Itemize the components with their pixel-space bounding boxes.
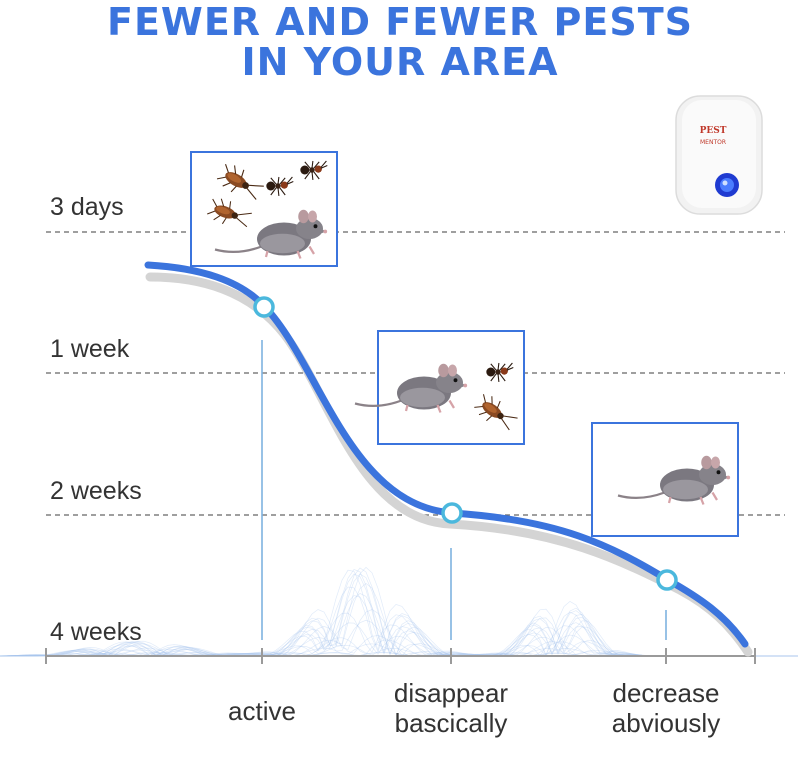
- data-point-active: [253, 296, 275, 318]
- device-sub: MENTOR: [700, 139, 726, 146]
- pest-repeller-device: PEST MENTOR: [675, 95, 763, 215]
- illustration-box-fewer-pests: [353, 330, 525, 445]
- y-tick-label-2-weeks: 2 weeks: [50, 477, 142, 505]
- x-tick-label-bascically: bascically: [395, 708, 508, 738]
- x-axis-ticks: [45, 648, 756, 664]
- x-tick-label-disappear: disappear: [394, 678, 509, 708]
- x-tick-label-decrease: decrease: [613, 678, 720, 708]
- data-point-disappear: [441, 502, 463, 524]
- chart-title-line-2: IN YOUR AREA: [241, 40, 559, 84]
- x-tick-label-abviously: abviously: [612, 708, 720, 738]
- illustration-box-rat-only: [591, 422, 739, 537]
- x-tick-label-active: active: [228, 696, 296, 726]
- illustration-box-many-pests: [190, 151, 338, 267]
- y-tick-label-4-weeks: 4 weeks: [50, 618, 142, 646]
- data-point-decrease: [656, 569, 678, 591]
- device-brand: PEST: [700, 126, 727, 136]
- y-tick-label-1-week: 1 week: [50, 335, 130, 363]
- chart-title-line-1: FEWER AND FEWER PESTS: [106, 0, 693, 44]
- y-tick-label-3-days: 3 days: [50, 193, 124, 221]
